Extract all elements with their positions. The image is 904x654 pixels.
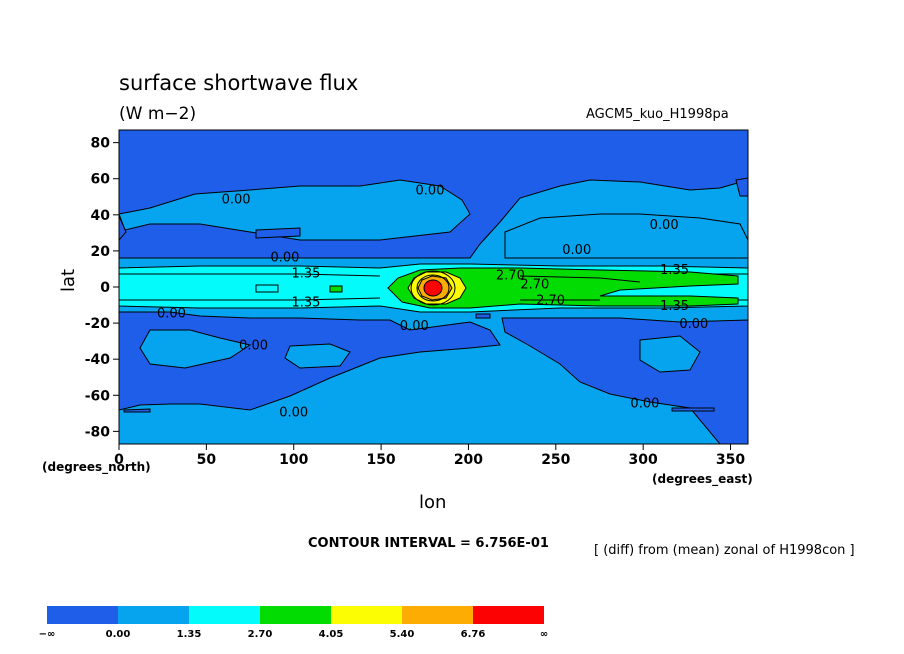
contour-label: 0.00 xyxy=(679,317,708,332)
contour-label: 0.00 xyxy=(416,184,445,199)
y-tick-label: 20 xyxy=(91,244,111,260)
x-tick-label: 100 xyxy=(279,452,308,468)
colorbar-label: 6.76 xyxy=(461,629,486,640)
chart-title: surface shortwave flux xyxy=(119,71,358,95)
y-tick-label: -80 xyxy=(85,424,111,440)
y-tick-label: -60 xyxy=(85,388,111,404)
contour-labels: 0.00 0.00 0.00 1.35 1.35 0.00 0.00 0.00 0.00 2.70… xyxy=(157,184,708,421)
colorbar-label: −∞ xyxy=(39,629,56,640)
contour-label: 0.00 xyxy=(279,406,308,421)
contour-field xyxy=(119,130,748,444)
colorbar: −∞ 0.00 1.35 2.70 4.05 5.40 6.76 ∞ xyxy=(39,606,548,640)
x-tick-label: 350 xyxy=(716,452,745,468)
comparison-note: [ (diff) from (mean) zonal of H1998con ] xyxy=(594,543,855,558)
contour-label: 0.00 xyxy=(650,218,679,233)
y-tick-label: -20 xyxy=(85,316,111,332)
colorbar-swatch xyxy=(189,606,260,624)
contour-label: 0.00 xyxy=(239,339,268,354)
contour-label: 0.00 xyxy=(400,319,429,334)
x-tick-label: 200 xyxy=(454,452,483,468)
colorbar-label: 0.00 xyxy=(106,629,131,640)
x-tick-label: 50 xyxy=(197,452,217,468)
y-axis: 80 60 40 20 0 -20 -40 -60 -80 xyxy=(85,136,119,440)
contour-label: 1.35 xyxy=(291,295,320,310)
colorbar-swatch xyxy=(402,606,473,624)
y-tick-label: 0 xyxy=(100,280,110,296)
contour-label: 1.35 xyxy=(291,267,320,282)
y-tick-label: 80 xyxy=(91,136,111,152)
y-unit-label: (degrees_north) xyxy=(42,460,151,475)
x-tick-label: 300 xyxy=(629,452,658,468)
colorbar-swatch xyxy=(260,606,331,624)
contour-label: 1.35 xyxy=(660,299,689,314)
x-tick-label: 150 xyxy=(366,452,395,468)
colorbar-label: 1.35 xyxy=(177,629,202,640)
colorbar-label: 4.05 xyxy=(319,629,344,640)
colorbar-label: 5.40 xyxy=(390,629,415,640)
colorbar-label: 2.70 xyxy=(248,629,273,640)
contour-label: 2.70 xyxy=(520,277,549,292)
contour-label: 2.70 xyxy=(536,294,565,309)
contour-label: 0.00 xyxy=(157,306,186,321)
contour-label: 2.70 xyxy=(496,268,525,283)
colorbar-swatch xyxy=(47,606,118,624)
colorbar-swatch xyxy=(118,606,189,624)
chart-units: (W m−2) xyxy=(119,104,196,124)
x-unit-label: (degrees_east) xyxy=(652,472,753,487)
x-tick-label: 250 xyxy=(541,452,570,468)
y-axis-title: lat xyxy=(58,269,79,292)
contour-label: 1.35 xyxy=(660,263,689,278)
colorbar-swatch xyxy=(473,606,544,624)
x-tick-label: 0 xyxy=(114,452,124,468)
x-axis: 0 50 100 150 200 250 300 350 xyxy=(114,444,745,468)
colorbar-swatch xyxy=(331,606,402,624)
y-tick-label: 40 xyxy=(91,208,111,224)
contour-label: 0.00 xyxy=(222,193,251,208)
contour-label: 0.00 xyxy=(562,243,591,258)
model-name: AGCM5_kuo_H1998pa xyxy=(586,107,729,122)
y-tick-label: 60 xyxy=(91,172,111,188)
colorbar-label: ∞ xyxy=(540,629,548,640)
x-axis-title: lon xyxy=(419,492,446,513)
contour-label: 0.00 xyxy=(271,250,300,265)
contour-label: 0.00 xyxy=(630,396,659,411)
contour-interval: CONTOUR INTERVAL = 6.756E-01 xyxy=(308,536,549,551)
y-tick-label: -40 xyxy=(85,352,111,368)
